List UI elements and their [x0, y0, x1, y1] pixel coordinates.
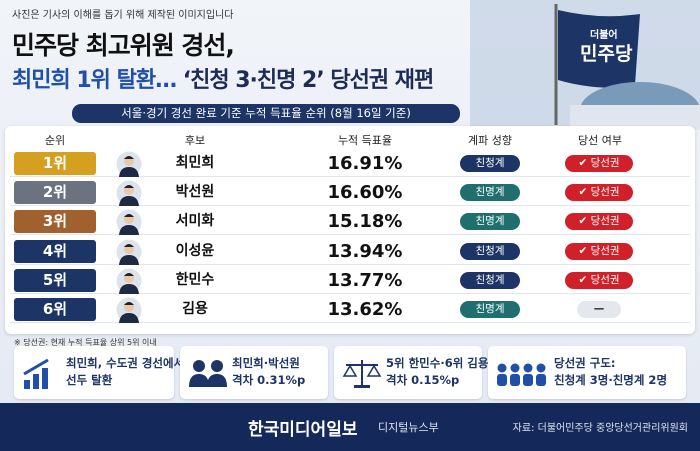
faction-pill: 친명계: [460, 301, 520, 318]
check-icon: ✔: [578, 215, 591, 228]
info-line: 최민희, 수도권 경선에서: [66, 356, 185, 370]
candidate-name: 서미화: [175, 213, 215, 230]
icon: [342, 360, 382, 388]
icon: [23, 358, 49, 389]
check-icon: ✔: [578, 186, 591, 199]
avatar: [116, 209, 142, 236]
footer: 한국미디어일보 디지털뉴스부 자료: 더불어민주당 중앙당선거관리위원회: [0, 403, 700, 451]
check-icon: ✔: [578, 244, 591, 257]
info-text: 당선권 구도: 친청계 3명·친명계 2명: [554, 355, 667, 389]
avatar: [116, 180, 142, 207]
candidate-name: 박선원: [175, 184, 215, 201]
vote-rate: 16.91%: [327, 153, 403, 174]
subtitle: 서울·경기 경선 완료 기준 누적 득표율 순위 (8월 16일 기준): [72, 104, 460, 123]
footnote: ※ 당선권: 현재 누적 득표율 상위 5위 이내: [14, 338, 157, 347]
check-icon: ✔: [578, 157, 591, 169]
status-pill: ✔ 당선권: [565, 155, 633, 172]
footer-brand: 한국미디어일보: [248, 420, 358, 440]
status-pill: ✔ 당선권: [565, 271, 633, 289]
faction-pill: 친명계: [460, 184, 520, 202]
column-header: 계파 성향: [468, 134, 512, 147]
status-pill: —: [577, 301, 621, 318]
faction-pill: 친명계: [460, 213, 520, 231]
avatar: [116, 151, 142, 177]
info-line: 친청계 3명·친명계 2명: [554, 373, 668, 387]
candidate-name: 이성윤: [175, 242, 215, 259]
title-rest: ‘친청 3·친명 2’ 당선권 재편: [182, 68, 434, 93]
faction-pill: 친청계: [460, 242, 520, 260]
title-highlight: 최민희 1위 탈환…: [12, 68, 177, 93]
title: 최민희 1위 탈환… ‘친청 3·친명 2’ 당선권 재편: [12, 62, 434, 94]
info-box: 당선권 구도: 친청계 3명·친명계 2명: [488, 346, 686, 399]
candidate-name: 김용: [182, 301, 208, 317]
faction-pill: 친청계: [460, 155, 520, 172]
flag-text: 더불어: [590, 28, 618, 41]
status-pill: ✔ 당선권: [565, 184, 633, 202]
note: 사진은 기사의 이해를 돕기 위해 제작된 이미지입니다: [12, 10, 234, 21]
vote-rate: 13.62%: [327, 299, 403, 320]
title: 민주당 최고위원 경선,: [12, 31, 235, 60]
icon: [497, 363, 546, 386]
faction-pill: 친청계: [460, 271, 520, 289]
rank-badge: 5위: [14, 268, 96, 292]
rank-badge: 3위: [14, 210, 96, 234]
candidate-name: 최민희: [175, 155, 215, 171]
info-line: 당선권 구도:: [554, 356, 616, 370]
rank-badge: 6위: [14, 298, 96, 321]
info-line: 선두 탈환: [66, 373, 113, 387]
avatar: [116, 239, 142, 265]
column-header: 누적 득표율: [337, 134, 393, 147]
table-row: 5위 한민수 13.77% 친청계 ✔ 당선권: [10, 267, 690, 294]
rank-badge: 1위: [14, 152, 96, 175]
vote-rate: 13.77%: [327, 269, 403, 291]
vote-rate: 16.60%: [327, 182, 403, 204]
table-row: 4위 이성윤 13.94% 친청계 ✔ 당선권: [10, 238, 690, 265]
flag-text: 민주당: [580, 43, 633, 65]
status-pill: ✔ 당선권: [565, 242, 633, 260]
rank-badge: 2위: [14, 181, 96, 205]
avatar: [116, 297, 142, 323]
vote-rate: 13.94%: [327, 240, 403, 262]
table-row: 3위 서미화 15.18% 친명계 ✔ 당선권: [10, 208, 690, 236]
check-icon: ✔: [578, 273, 591, 286]
vote-rate: 15.18%: [327, 211, 403, 233]
table-row: 1위 최민희 16.91% 친청계 ✔ 당선권: [10, 150, 690, 177]
info-line: 격차 0.15%p: [386, 373, 460, 387]
info-line: 최민희·박선원: [232, 356, 300, 370]
status-pill: ✔ 당선권: [565, 213, 633, 231]
icon: [189, 360, 227, 387]
info-line: 5위 한민수·6위 김용: [386, 356, 489, 370]
table-row: 2위 박선원 16.60% 친명계 ✔ 당선권: [10, 179, 690, 207]
rank-badge: 4위: [14, 239, 96, 263]
column-header: 당선 여부: [578, 134, 622, 147]
background-illustration: 더불어 민주당: [470, 0, 700, 130]
footer-source: 자료: 더불어민주당 중앙당선거관리위원회: [512, 423, 688, 434]
column-header: 순위: [44, 134, 66, 147]
info-line: 격차 0.31%p: [232, 373, 306, 387]
column-header: 후보: [184, 134, 206, 147]
footer-dept: 디지털뉴스부: [378, 421, 439, 434]
candidate-name: 한민수: [175, 271, 215, 288]
avatar: [116, 268, 142, 294]
table-row: 6위 김용 13.62% 친명계 —: [10, 296, 690, 323]
